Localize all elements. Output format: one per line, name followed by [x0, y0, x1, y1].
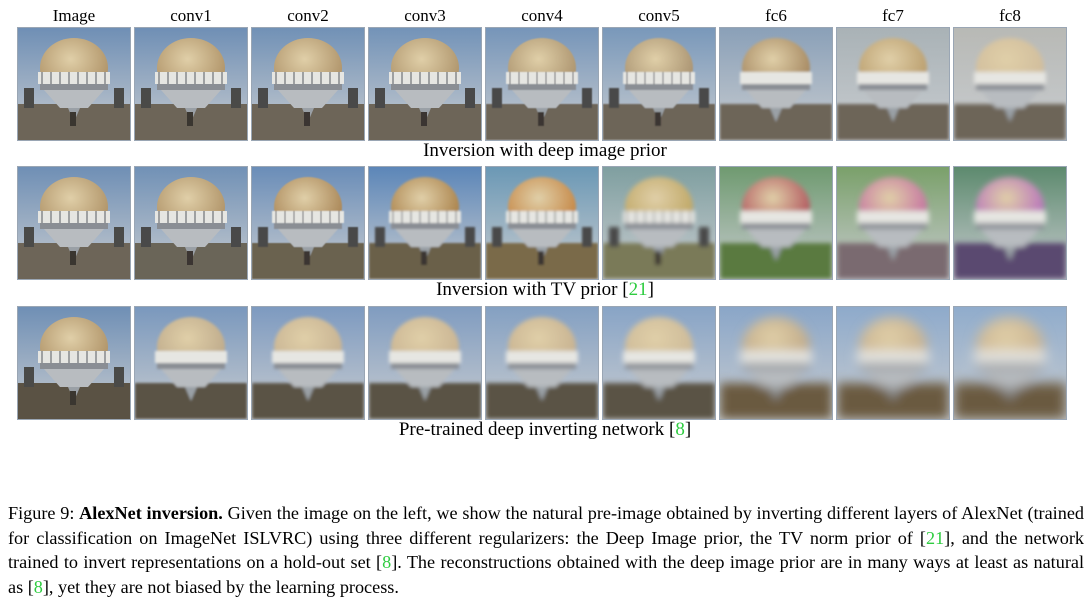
column-header-image: Image — [52, 6, 96, 25]
reconstruction-image-deep-image-prior-conv4 — [485, 27, 599, 141]
reconstruction-image-inverting-network-conv4 — [485, 306, 599, 420]
figure-title: AlexNet inversion. — [79, 503, 223, 524]
column-header-conv5: conv5 — [638, 6, 680, 25]
citation-link[interactable]: 21 — [925, 527, 945, 548]
column-header-conv3: conv3 — [404, 6, 446, 25]
citation-link[interactable]: 8 — [675, 419, 685, 440]
column-header-fc7: fc7 — [882, 6, 904, 25]
reconstruction-image-inverting-network-conv5 — [602, 306, 716, 420]
column-header-conv1: conv1 — [170, 6, 212, 25]
reconstruction-image-tv-prior-conv3 — [368, 166, 482, 280]
caption-text: ], and the network trained to invert rep… — [8, 527, 1084, 573]
row-caption-text: Inversion with TV prior [ — [436, 279, 629, 300]
bracket-close: ] — [684, 419, 692, 440]
row-caption-inverting-network: Pre-trained deep inverting network [8] — [0, 419, 1090, 441]
column-header-conv4: conv4 — [521, 6, 563, 25]
column-header-fc8: fc8 — [999, 6, 1021, 25]
bracket-close: ] — [647, 279, 654, 300]
reconstruction-image-inverting-network-conv2 — [251, 306, 365, 420]
figure-caption: Figure 9: AlexNet inversion. Given the i… — [8, 501, 1084, 599]
row-caption-text: Pre-trained deep inverting network [ — [398, 419, 676, 440]
row-caption-text: Inversion with deep image prior — [423, 140, 667, 161]
column-header-conv2: conv2 — [287, 6, 329, 25]
figure-label: Figure 9: — [8, 503, 80, 524]
reconstruction-image-inverting-network-image — [17, 306, 131, 420]
reconstruction-image-tv-prior-fc8 — [953, 166, 1067, 280]
citation-link[interactable]: 8 — [33, 576, 43, 597]
reconstruction-image-inverting-network-fc8 — [953, 306, 1067, 420]
reconstruction-image-deep-image-prior-conv1 — [134, 27, 248, 141]
row-caption-deep-image-prior: Inversion with deep image prior — [0, 140, 1090, 162]
reconstruction-image-inverting-network-fc7 — [836, 306, 950, 420]
reconstruction-image-deep-image-prior-fc8 — [953, 27, 1067, 141]
reconstruction-image-tv-prior-fc6 — [719, 166, 833, 280]
row-caption-tv-prior: Inversion with TV prior [21] — [0, 279, 1090, 301]
citation-link[interactable]: 8 — [382, 552, 392, 573]
figure-grid: Image conv1 conv2 conv3 conv4 conv5 fc6 … — [0, 6, 1090, 441]
reconstruction-image-deep-image-prior-conv5 — [602, 27, 716, 141]
reconstruction-image-deep-image-prior-conv3 — [368, 27, 482, 141]
reconstruction-image-inverting-network-conv1 — [134, 306, 248, 420]
reconstruction-image-deep-image-prior-fc7 — [836, 27, 950, 141]
reconstruction-image-tv-prior-image — [17, 166, 131, 280]
reconstruction-image-tv-prior-conv2 — [251, 166, 365, 280]
reconstruction-image-inverting-network-conv3 — [368, 306, 482, 420]
reconstruction-image-inverting-network-fc6 — [719, 306, 833, 420]
reconstruction-image-tv-prior-fc7 — [836, 166, 950, 280]
citation-link[interactable]: 21 — [628, 279, 648, 300]
reconstruction-image-deep-image-prior-conv2 — [251, 27, 365, 141]
column-header-fc6: fc6 — [765, 6, 787, 25]
reconstruction-image-deep-image-prior-image — [17, 27, 131, 141]
reconstruction-image-deep-image-prior-fc6 — [719, 27, 833, 141]
caption-text: Given the image on the left, we show the… — [8, 503, 1085, 548]
reconstruction-image-tv-prior-conv1 — [134, 166, 248, 280]
reconstruction-image-tv-prior-conv4 — [485, 166, 599, 280]
reconstruction-image-tv-prior-conv5 — [602, 166, 716, 280]
caption-text: ], yet they are not biased by the learni… — [42, 576, 399, 597]
